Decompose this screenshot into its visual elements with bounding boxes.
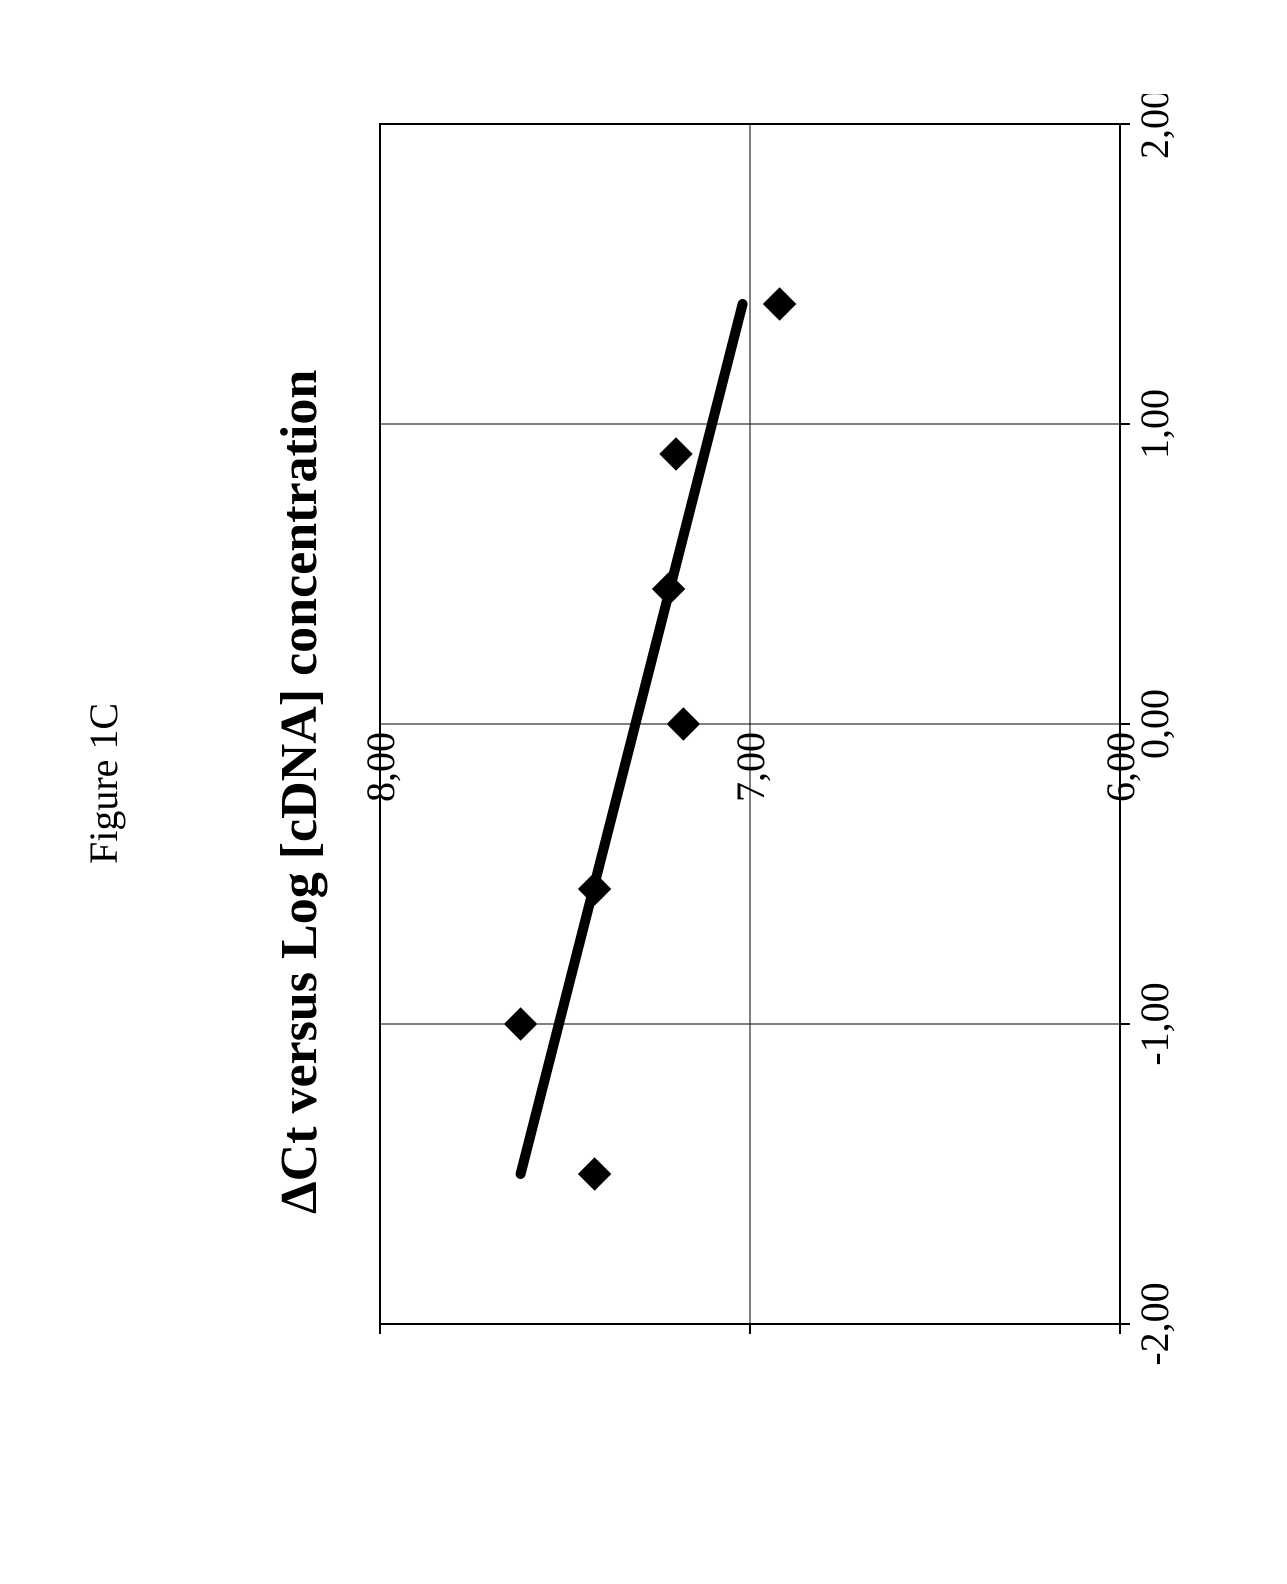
x-tick-label: 1,00 — [1132, 389, 1177, 459]
scatter-chart: -2,00-1,000,001,002,006,007,008,00 — [360, 94, 1200, 1414]
y-tick-label: 6,00 — [1098, 732, 1143, 802]
figure-caption: Figure 1C — [80, 703, 127, 864]
chart-title: ΔCt versus Log [cDNA] concentration — [270, 370, 329, 1214]
x-tick-label: -1,00 — [1132, 982, 1177, 1065]
chart-svg: -2,00-1,000,001,002,006,007,008,00 — [360, 94, 1200, 1414]
x-tick-label: -2,00 — [1132, 1282, 1177, 1365]
y-tick-label: 8,00 — [360, 732, 403, 802]
x-tick-label: 2,00 — [1132, 94, 1177, 159]
y-tick-label: 7,00 — [728, 732, 773, 802]
